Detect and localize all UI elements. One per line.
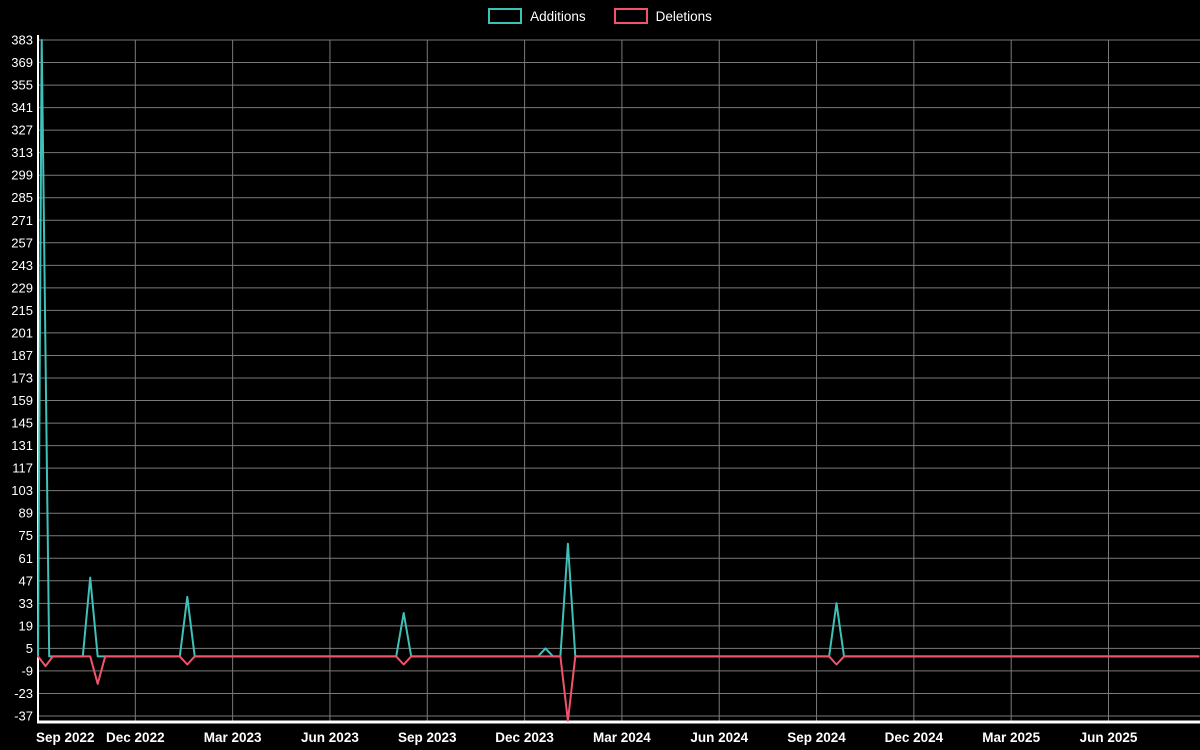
legend-item-deletions[interactable]: Deletions xyxy=(614,8,712,24)
legend-item-additions[interactable]: Additions xyxy=(488,8,586,24)
y-tick-label: 369 xyxy=(11,55,33,70)
y-tick-label: -9 xyxy=(21,663,33,678)
x-tick-label: Jun 2025 xyxy=(1080,730,1138,745)
y-tick-label: 201 xyxy=(11,325,33,340)
y-tick-label: 19 xyxy=(19,618,33,633)
y-tick-label: 61 xyxy=(19,551,33,566)
y-tick-label: 5 xyxy=(26,641,33,656)
plot-area: 383 369 355 341 327 313 299 285 271 257 243 229 215 2… xyxy=(0,0,1200,750)
x-tick-label: Sep 2023 xyxy=(398,730,457,745)
y-tick-label: 47 xyxy=(19,573,33,588)
additions-legend-label: Additions xyxy=(530,9,586,24)
x-tick-label: Mar 2023 xyxy=(204,730,262,745)
additions-line xyxy=(38,40,1199,656)
y-tick-label: 243 xyxy=(11,258,33,273)
deletions-line xyxy=(38,656,1199,720)
x-tick-label: Sep 2022 xyxy=(36,730,95,745)
deletions-swatch-icon xyxy=(614,8,648,24)
additions-swatch-icon xyxy=(488,8,522,24)
x-tick-label: Mar 2025 xyxy=(982,730,1040,745)
y-tick-label: 285 xyxy=(11,190,33,205)
x-tick-label: Dec 2024 xyxy=(885,730,944,745)
y-tick-label: -37 xyxy=(14,709,33,724)
y-tick-label: 229 xyxy=(11,280,33,295)
y-tick-label: 313 xyxy=(11,145,33,160)
y-tick-label: -23 xyxy=(14,686,33,701)
x-tick-label: Dec 2022 xyxy=(106,730,165,745)
y-tick-label: 383 xyxy=(11,33,33,48)
y-tick-label: 271 xyxy=(11,213,33,228)
code-frequency-chart: Additions Deletions 383 369 355 341 327 313 29… xyxy=(0,0,1200,750)
deletions-legend-label: Deletions xyxy=(656,9,712,24)
y-tick-label: 103 xyxy=(11,483,33,498)
y-tick-label: 257 xyxy=(11,235,33,250)
x-tick-label: Sep 2024 xyxy=(787,730,846,745)
y-tick-label: 131 xyxy=(11,438,33,453)
y-tick-label: 159 xyxy=(11,393,33,408)
y-tick-label: 33 xyxy=(19,596,33,611)
y-tick-label: 75 xyxy=(19,528,33,543)
x-tick-label: Jun 2023 xyxy=(301,730,359,745)
y-tick-label: 145 xyxy=(11,416,33,431)
y-tick-label: 299 xyxy=(11,168,33,183)
x-tick-label: Dec 2023 xyxy=(495,730,554,745)
y-tick-label: 215 xyxy=(11,303,33,318)
y-tick-label: 117 xyxy=(12,461,33,476)
y-tick-label: 89 xyxy=(19,506,33,521)
chart-legend: Additions Deletions xyxy=(0,8,1200,24)
x-tick-label: Mar 2024 xyxy=(593,730,651,745)
y-tick-label: 341 xyxy=(11,100,33,115)
y-tick-label: 173 xyxy=(11,371,33,386)
x-tick-label: Jun 2024 xyxy=(690,730,748,745)
y-tick-label: 327 xyxy=(11,123,33,138)
y-tick-label: 187 xyxy=(11,348,33,363)
y-tick-label: 355 xyxy=(11,78,33,93)
